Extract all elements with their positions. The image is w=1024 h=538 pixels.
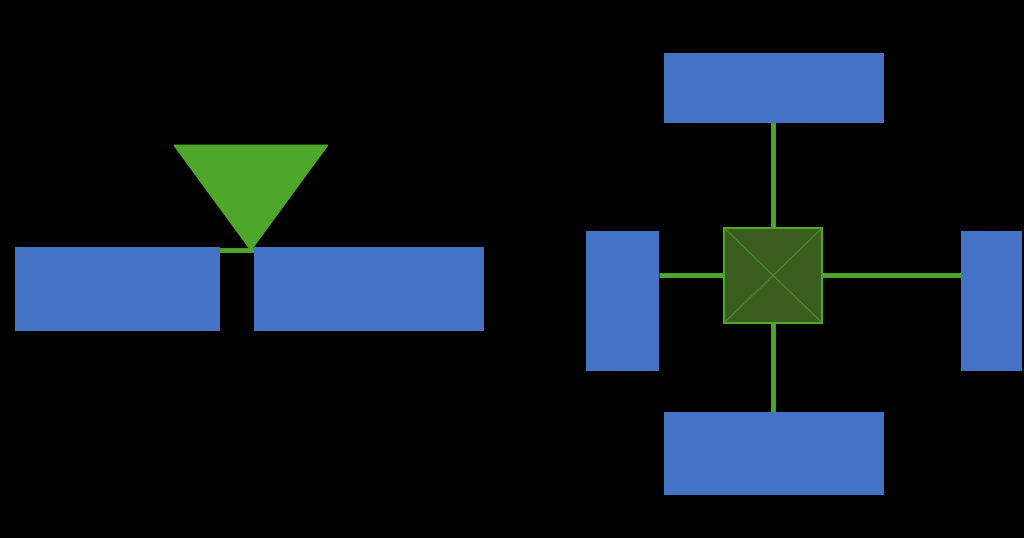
Polygon shape	[174, 145, 328, 250]
FancyBboxPatch shape	[254, 247, 484, 331]
FancyBboxPatch shape	[725, 229, 821, 323]
Text: Development and
Production Costs: Development and Production Costs	[49, 274, 186, 305]
FancyBboxPatch shape	[586, 231, 659, 371]
FancyBboxPatch shape	[15, 247, 220, 331]
FancyBboxPatch shape	[664, 412, 884, 495]
Text: Capabilities and
Technical Specifications: Capabilities and Technical Specification…	[275, 274, 463, 305]
Text: Human Performance
Impacts: Human Performance Impacts	[693, 73, 854, 103]
Text: Development  and
Production Costs: Development and Production Costs	[608, 237, 637, 365]
FancyBboxPatch shape	[664, 53, 884, 123]
Text: Operations and
Sustainment Costs: Operations and Sustainment Costs	[977, 236, 1006, 367]
FancyBboxPatch shape	[961, 231, 1022, 371]
Text: Capabilities and
Technical Specifications: Capabilities and Technical Specification…	[680, 438, 867, 469]
